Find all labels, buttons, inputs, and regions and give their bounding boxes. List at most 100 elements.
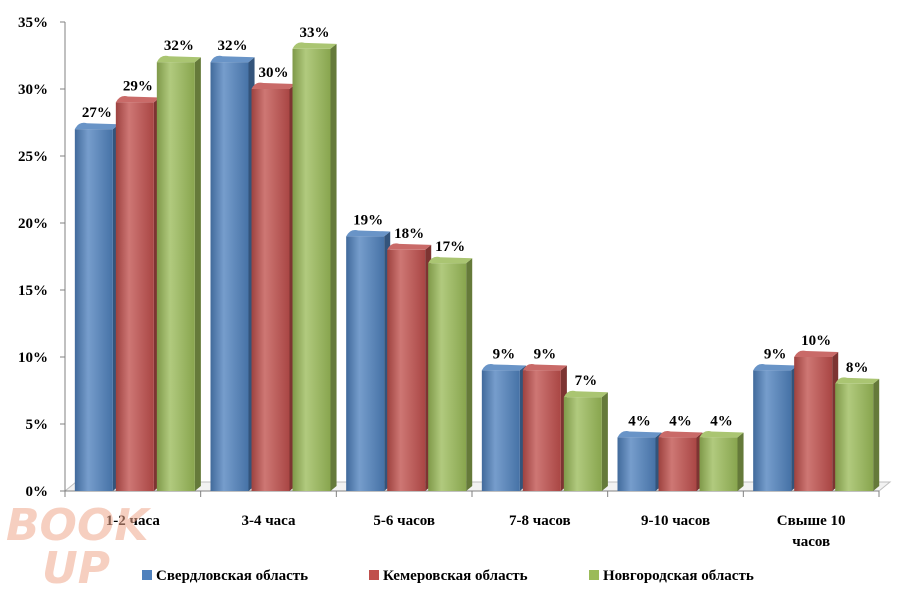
data-label: 9% <box>764 346 787 362</box>
data-label: 17% <box>435 239 465 255</box>
data-label: 18% <box>394 226 424 242</box>
bar-front <box>428 263 467 491</box>
bar <box>481 363 526 491</box>
data-label: 30% <box>259 65 289 81</box>
bar-front <box>292 48 331 492</box>
bar <box>428 256 473 491</box>
bar-front <box>251 89 290 491</box>
bar <box>794 350 839 491</box>
bar-front <box>522 370 561 491</box>
x-tick-label: Свыше 10 <box>777 513 846 529</box>
bar-front <box>481 370 520 491</box>
data-label: 8% <box>846 360 869 376</box>
bar <box>251 82 296 492</box>
bar <box>115 95 160 492</box>
bar-front <box>156 62 195 491</box>
bar-side <box>466 258 473 491</box>
bar-front <box>699 437 738 491</box>
bar-front <box>753 370 792 491</box>
x-tick-label: 7-8 часов <box>509 513 571 529</box>
bar-top <box>74 122 119 130</box>
y-tick-label: 5% <box>26 417 49 433</box>
x-tick-label: 1-2 часа <box>106 513 161 529</box>
y-tick-label: 20% <box>18 216 48 232</box>
bar-front <box>115 102 154 492</box>
bar-top <box>346 229 391 237</box>
legend-label: Свердловская область <box>156 568 308 584</box>
data-label: 7% <box>575 373 598 389</box>
bar-side <box>873 378 880 491</box>
bar-top <box>292 42 337 49</box>
data-label: 19% <box>353 212 383 228</box>
bar-front <box>617 437 656 491</box>
legend-swatch <box>142 570 152 580</box>
y-tick-label: 35% <box>18 15 48 31</box>
x-tick-label: часов <box>792 534 830 550</box>
bar-top <box>210 55 255 63</box>
bar <box>699 430 744 491</box>
bar-top <box>753 363 798 371</box>
bar-top <box>428 256 473 264</box>
bar-top <box>658 430 703 438</box>
bar <box>346 229 391 491</box>
bar <box>387 243 432 491</box>
data-label: 9% <box>493 346 516 362</box>
data-label: 32% <box>164 38 194 54</box>
bar-front <box>835 383 874 491</box>
data-label: 29% <box>123 78 153 94</box>
data-label: 9% <box>534 346 557 362</box>
bar-front <box>794 357 833 491</box>
bar-top <box>481 363 526 371</box>
bar <box>292 42 337 492</box>
bar-top <box>794 350 839 357</box>
bar <box>753 363 798 491</box>
data-label: 4% <box>669 413 692 429</box>
data-label: 33% <box>300 25 330 41</box>
bar <box>74 122 119 491</box>
bar-side <box>194 57 201 491</box>
legend-swatch <box>369 570 379 580</box>
bar-front <box>658 437 697 491</box>
bar <box>563 390 608 491</box>
bar-top <box>251 82 296 89</box>
bar <box>835 377 880 491</box>
data-label: 27% <box>82 105 112 121</box>
watermark-logo-top: BOOK <box>6 500 151 551</box>
bar-front <box>74 129 113 491</box>
bar-front <box>210 62 249 491</box>
bar-top <box>387 243 432 250</box>
bar-top <box>617 430 662 438</box>
bar-top <box>522 363 567 371</box>
y-tick-label: 15% <box>18 283 48 299</box>
legend-swatch <box>589 570 599 580</box>
bar-front <box>563 397 602 491</box>
y-tick-label: 25% <box>18 149 48 165</box>
legend-label: Кемеровская область <box>383 568 528 584</box>
bar <box>210 55 255 491</box>
data-label: 10% <box>801 333 831 349</box>
y-tick-label: 10% <box>18 350 48 366</box>
x-tick-label: 5-6 часов <box>373 513 435 529</box>
x-tick-label: 3-4 часа <box>241 513 296 529</box>
y-tick-label: 0% <box>26 484 49 500</box>
bar-side <box>601 392 608 491</box>
bar <box>156 55 201 491</box>
bar-side <box>737 432 744 491</box>
bar-top <box>156 55 201 63</box>
watermark-logo-bottom: UP <box>42 543 110 592</box>
bar-top <box>835 377 880 384</box>
data-label: 4% <box>710 413 733 429</box>
y-tick-label: 30% <box>18 82 48 98</box>
bar <box>522 363 567 491</box>
data-label: 4% <box>628 413 651 429</box>
bar <box>658 430 703 491</box>
bar-top <box>563 390 608 398</box>
data-label: 32% <box>218 38 248 54</box>
bar-side <box>330 43 337 491</box>
bar-front <box>346 236 385 491</box>
legend-label: Новгородская область <box>603 568 754 584</box>
x-tick-label: 9-10 часов <box>641 513 710 529</box>
bar-top <box>115 95 160 103</box>
